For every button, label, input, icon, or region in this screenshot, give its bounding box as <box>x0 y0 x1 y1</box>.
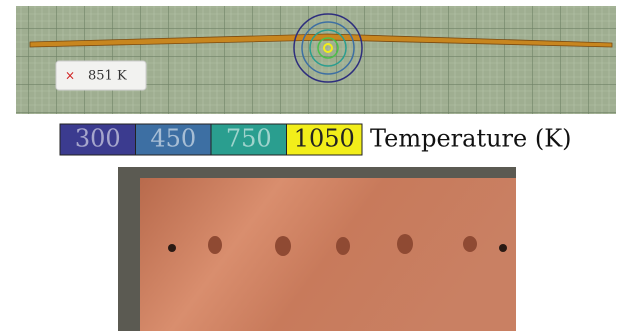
colorbar-label: 450 <box>150 125 196 153</box>
page: × 851 K 3004507501050 Temperature (K) ((… <box>0 0 634 331</box>
colorbar-label: 300 <box>75 125 121 153</box>
copper-plate <box>140 178 516 331</box>
marker-icon: × <box>65 69 75 83</box>
annotation-label: 851 K <box>88 69 127 84</box>
colorbar: 300 450 750 1050 <box>60 124 362 155</box>
colorbar-label: 750 <box>226 125 272 153</box>
figure: × 851 K 300 450 750 1050 Temperature (K) <box>0 0 634 331</box>
top-photo <box>16 6 616 114</box>
colorbar-title: Temperature (K) <box>370 125 572 153</box>
colorbar-label: 1050 <box>294 125 355 153</box>
